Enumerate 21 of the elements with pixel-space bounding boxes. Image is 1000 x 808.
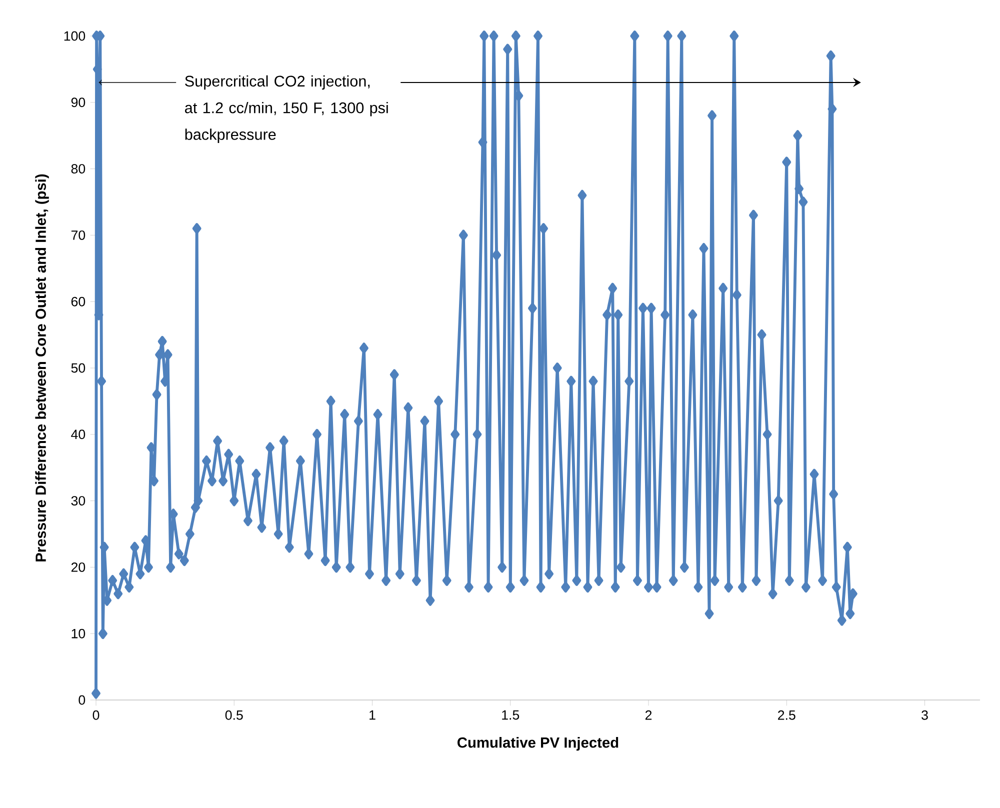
y-tick-label: 0 <box>78 695 86 705</box>
annotation: Supercritical CO2 injection, at 1.2 cc/min, 150 F, 1300 psi backpressure <box>185 75 388 143</box>
y-tick-label: 10 <box>72 628 86 638</box>
y-axis-title: Pressure Difference between Core Outlet and Inlet, (psi) <box>35 174 49 562</box>
y-tick-label: 40 <box>71 430 86 440</box>
y-tick-label: 20 <box>71 562 86 572</box>
x-axis-title: Cumulative PV Injected <box>458 737 618 751</box>
x-tick-label: 1.5 <box>502 710 520 720</box>
x-tick-label: 1 <box>370 710 376 720</box>
y-tick-label: 90 <box>71 98 86 108</box>
x-tick-label: 0.5 <box>225 710 243 720</box>
x-tick-label: 2 <box>645 710 652 720</box>
y-tick-label: 100 <box>64 31 86 41</box>
y-tick-label: 50 <box>71 363 86 373</box>
x-tick-label: 2.5 <box>778 710 796 720</box>
y-tick-label: 80 <box>71 164 86 174</box>
y-tick-label: 70 <box>71 230 86 240</box>
y-tick-label: 60 <box>71 296 86 306</box>
x-tick-label: 3 <box>922 710 928 720</box>
x-tick-label: 0 <box>92 710 100 720</box>
y-tick-label: 30 <box>71 496 86 506</box>
